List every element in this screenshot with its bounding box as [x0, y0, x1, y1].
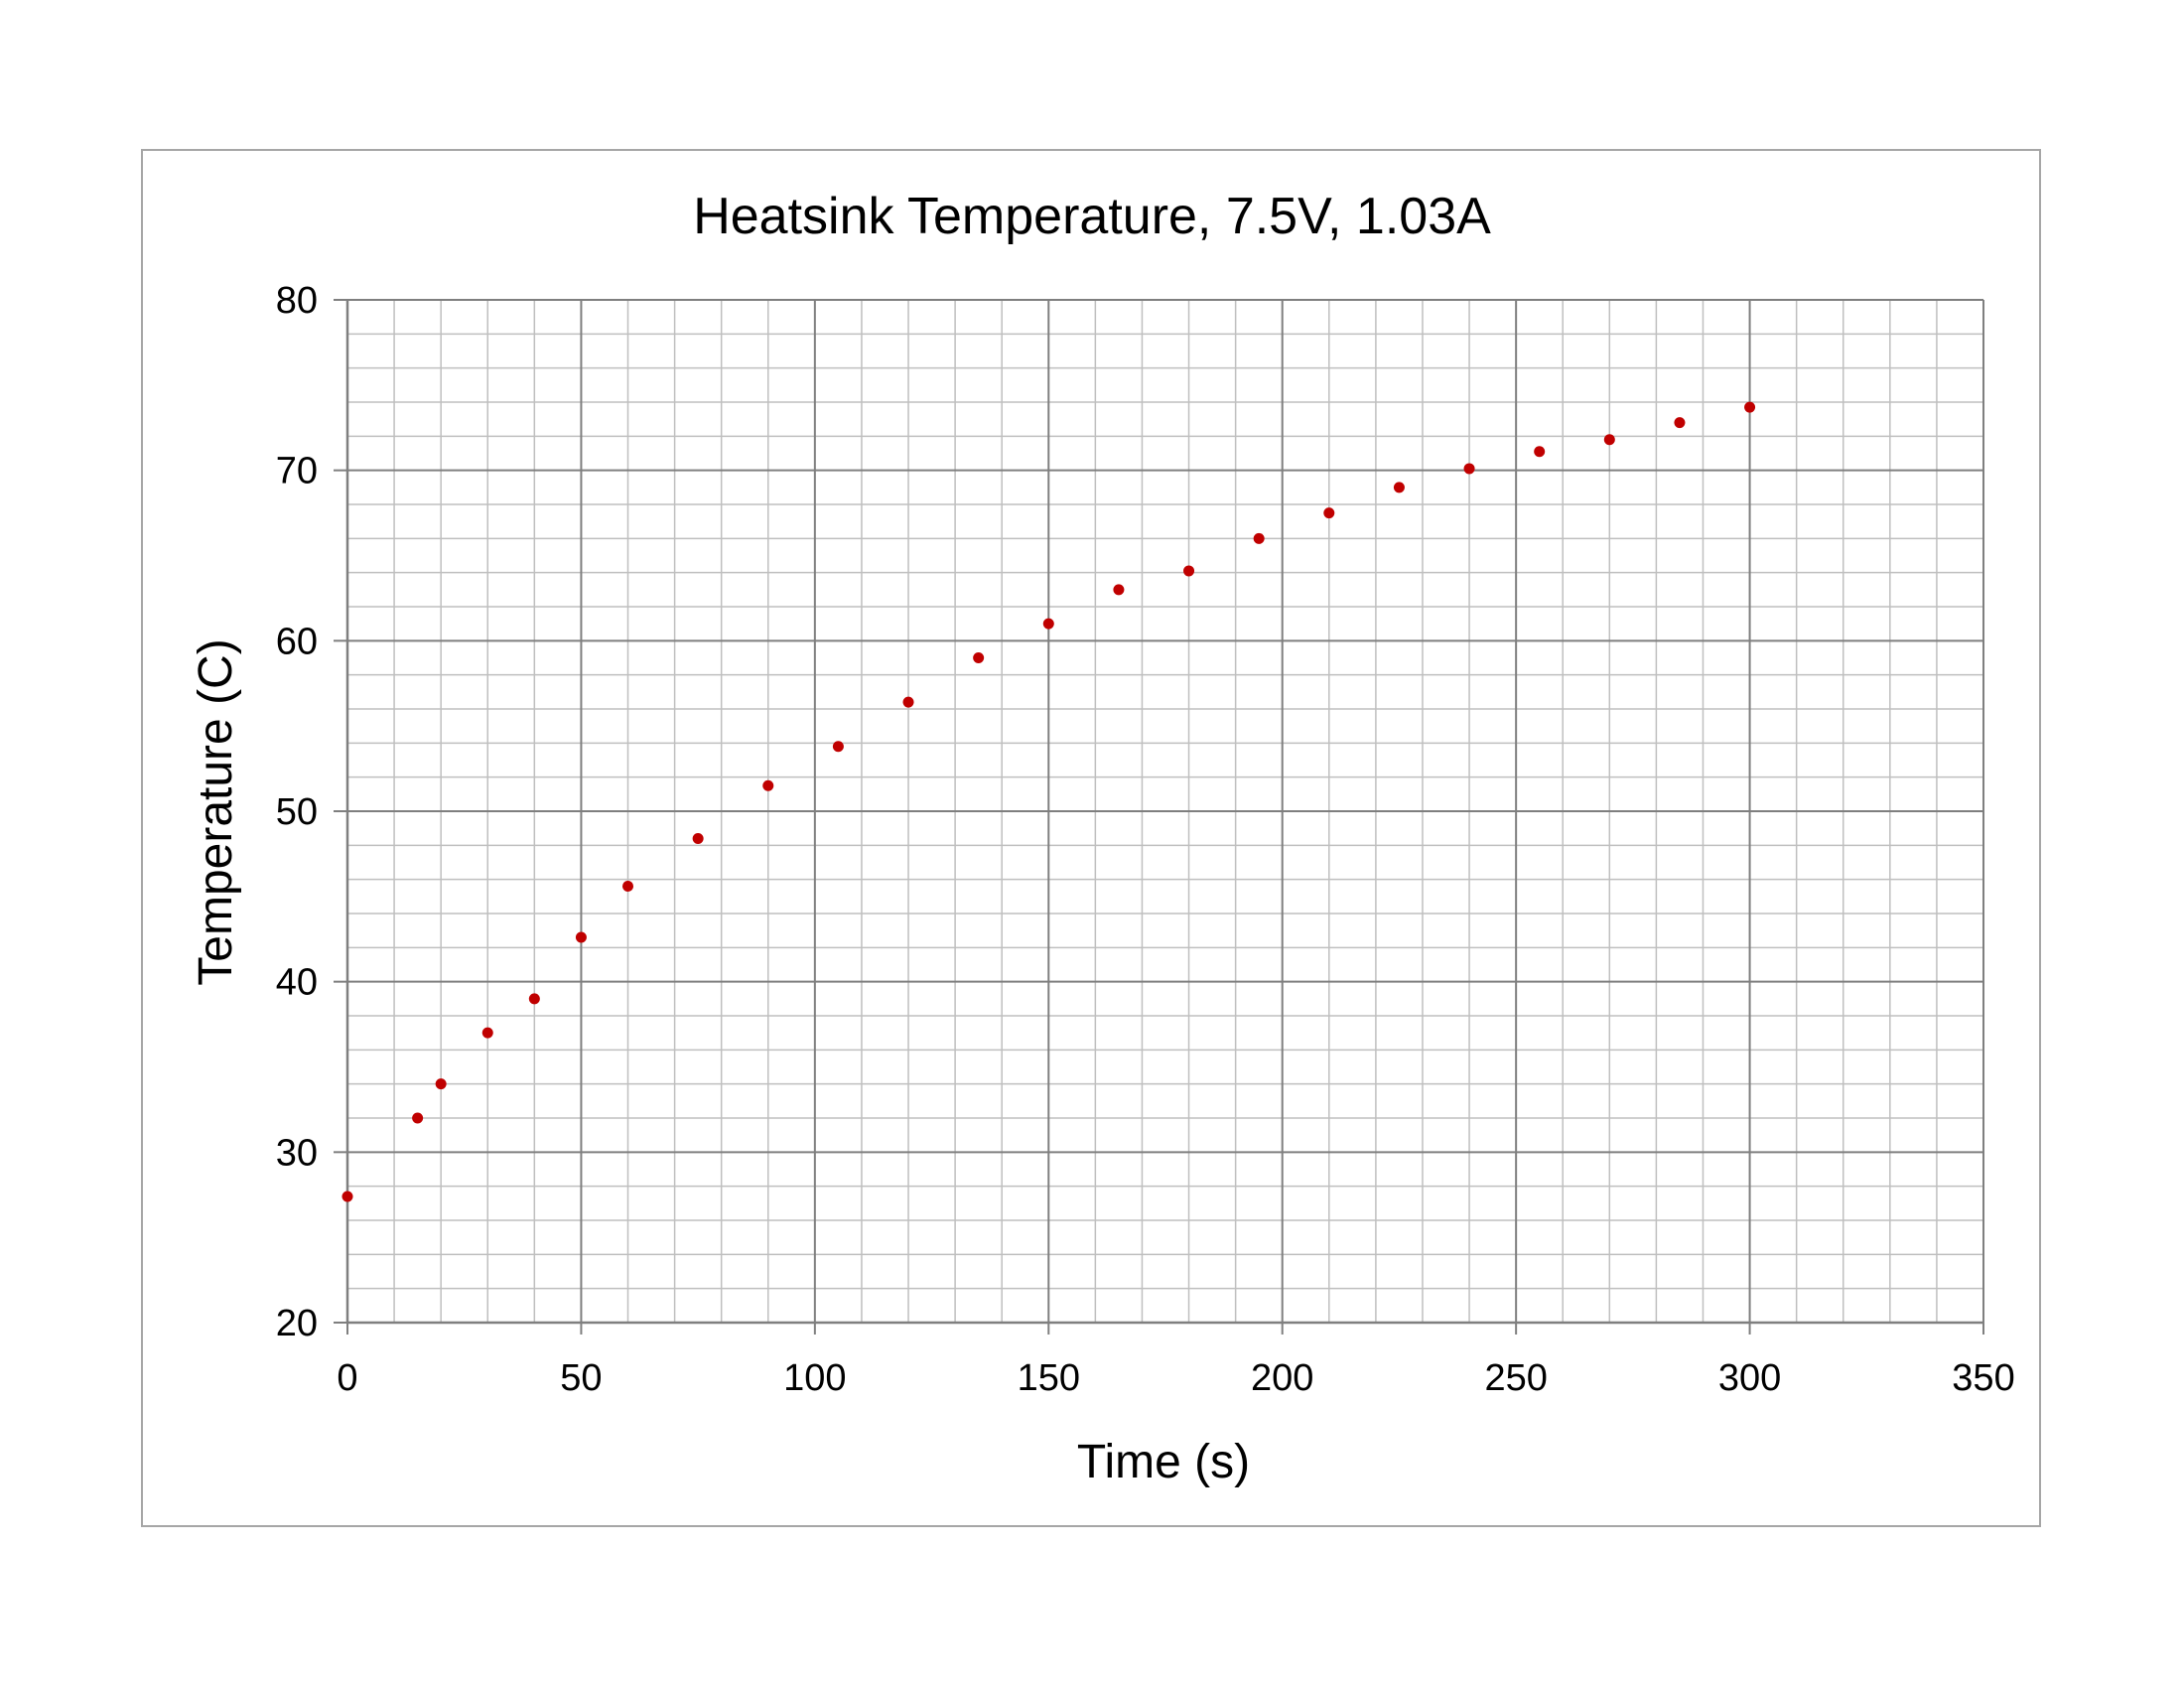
- data-point: [1253, 532, 1265, 544]
- y-tick-label: 30: [276, 1132, 318, 1174]
- data-point: [481, 1027, 493, 1039]
- y-tick-labels: 20 30 40 50 60 70 80: [276, 280, 318, 1344]
- x-tick-label: 250: [1484, 1357, 1547, 1399]
- data-point: [575, 931, 587, 943]
- x-tick-label: 50: [560, 1357, 602, 1399]
- y-tick-label: 20: [276, 1303, 318, 1344]
- x-tick-label: 0: [337, 1357, 357, 1399]
- data-point: [1463, 463, 1475, 475]
- x-tick-label: 300: [1718, 1357, 1781, 1399]
- x-tick-label: 100: [783, 1357, 846, 1399]
- data-point: [1674, 417, 1686, 429]
- data-point: [341, 1191, 353, 1202]
- chart-title: Heatsink Temperature, 7.5V, 1.03A: [693, 188, 1491, 245]
- y-tick-label: 50: [276, 791, 318, 833]
- chart-frame: [141, 149, 2041, 1527]
- data-point: [1534, 446, 1546, 458]
- data-point: [1042, 618, 1054, 630]
- x-tick-label: 200: [1251, 1357, 1313, 1399]
- x-tick-label: 150: [1018, 1357, 1080, 1399]
- data-point: [1744, 401, 1756, 413]
- data-point: [902, 696, 914, 708]
- x-tick-label: 350: [1952, 1357, 2014, 1399]
- data-point: [412, 1112, 424, 1124]
- data-point: [1183, 565, 1195, 577]
- data-point: [622, 881, 634, 893]
- data-point: [435, 1078, 447, 1090]
- y-tick-label: 80: [276, 280, 318, 322]
- y-tick-label: 70: [276, 451, 318, 492]
- major-gridlines: [347, 299, 1984, 1323]
- tick-marks: [334, 299, 1984, 1335]
- y-tick-label: 40: [276, 962, 318, 1004]
- x-axis-title: Time (s): [1077, 1436, 1250, 1488]
- data-point: [1323, 507, 1335, 519]
- y-tick-label: 60: [276, 621, 318, 662]
- data-point: [1113, 584, 1125, 596]
- data-point: [1393, 482, 1405, 493]
- data-points: [341, 401, 1756, 1202]
- data-point: [762, 779, 774, 791]
- data-point: [1603, 434, 1615, 446]
- x-tick-labels: 0 50 100 150 200 250 300 350: [337, 1357, 2014, 1399]
- data-point: [692, 832, 704, 844]
- y-axis-title: Temperature (C): [190, 638, 242, 985]
- data-point: [832, 741, 844, 753]
- data-point: [528, 993, 540, 1005]
- data-point: [973, 652, 985, 663]
